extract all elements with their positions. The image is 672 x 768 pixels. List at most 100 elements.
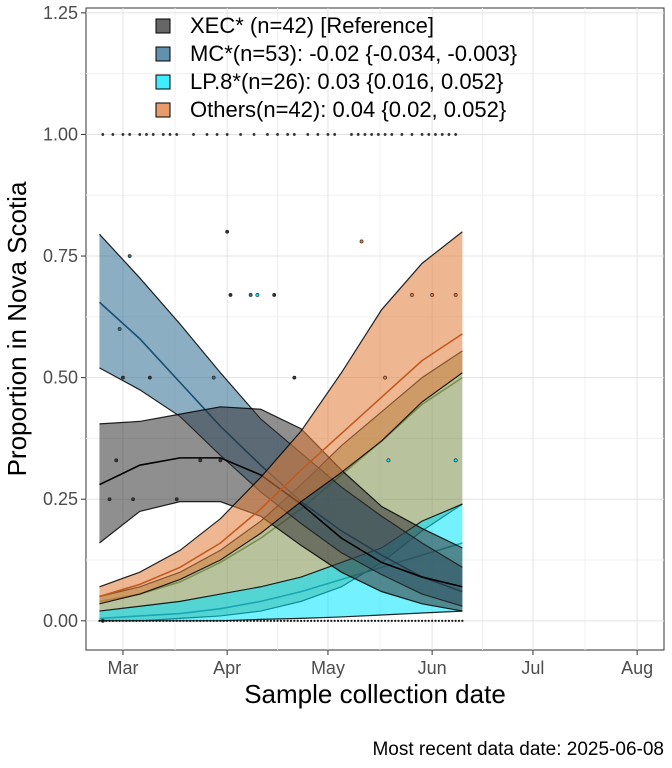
point-zero [407, 619, 410, 622]
point-zero [101, 619, 104, 622]
point-zero [330, 619, 333, 622]
point-zero [310, 619, 313, 622]
point-zero [108, 619, 111, 622]
point-zero [279, 619, 283, 622]
point-top [292, 133, 296, 136]
point-top [168, 133, 172, 136]
point [383, 375, 387, 380]
point-top [454, 133, 458, 136]
point-top [440, 133, 444, 136]
point-zero [363, 619, 367, 622]
point-zero [105, 619, 108, 622]
point [453, 458, 458, 463]
point-zero [306, 619, 309, 622]
point-zero [266, 619, 269, 622]
point-zero [427, 619, 430, 622]
point-zero [131, 619, 135, 622]
legend-swatch-others [155, 102, 171, 118]
band-lower-xec- [99, 501, 463, 612]
point-zero [98, 619, 101, 622]
point-top [192, 133, 195, 136]
point-zero [296, 619, 299, 622]
point-zero [189, 619, 192, 622]
point-zero [447, 619, 451, 622]
series-bands [98, 231, 463, 622]
point-zero [202, 619, 205, 622]
point-top [276, 133, 279, 136]
point-zero [199, 619, 202, 622]
point-zero [387, 619, 390, 622]
point-zero [246, 619, 249, 622]
point [198, 458, 203, 463]
point-zero [239, 619, 242, 622]
y-axis-title: Proportion in Nova Scotia [2, 181, 32, 476]
legend-label-mc-: MC*(n=53): -0.02 {-0.034, -0.003} [190, 41, 517, 66]
point-zero [313, 619, 316, 622]
point-top [370, 133, 374, 136]
point [359, 239, 364, 244]
x-axis-ticks: Mar Apr May Jun Jul Aug [107, 650, 653, 678]
point-zero [326, 619, 330, 622]
y-tick-label: 0.75 [43, 246, 78, 266]
point-top [145, 133, 148, 136]
point-zero [236, 619, 239, 622]
point-zero [451, 619, 454, 622]
point-top [316, 133, 320, 136]
point [228, 293, 233, 297]
point-zero [323, 619, 326, 622]
point-zero [118, 619, 121, 622]
point-zero [350, 619, 353, 622]
point-zero [128, 619, 131, 622]
point-zero [299, 619, 303, 622]
point-zero [172, 619, 175, 622]
band-others [99, 231, 463, 604]
point-zero [178, 619, 182, 622]
point [147, 375, 152, 380]
point-top [111, 133, 115, 136]
point-zero [357, 619, 360, 622]
point-zero [286, 619, 289, 622]
point [225, 229, 230, 234]
point-top [390, 133, 394, 136]
point-zero [383, 619, 387, 622]
y-axis-ticks: 0.00 0.25 0.50 0.75 1.00 1.25 [43, 3, 86, 631]
x-tick-label: May [311, 658, 345, 678]
point [218, 458, 223, 463]
band-upper-others [99, 231, 463, 588]
point-zero [444, 619, 447, 622]
point-zero [414, 619, 417, 622]
y-tick-label: 0.25 [43, 489, 78, 509]
point-zero [410, 619, 414, 622]
point-zero [273, 619, 276, 622]
point-zero [276, 619, 279, 622]
point-top [410, 133, 414, 136]
point-top [266, 133, 269, 136]
point [114, 458, 119, 463]
y-tick-label: 1.25 [43, 3, 78, 23]
point-zero [454, 619, 457, 622]
point-zero [397, 619, 400, 622]
legend-label-others: Others(n=42): 0.04 {0.02, 0.052} [190, 97, 506, 122]
point-zero [380, 619, 383, 622]
point-top [350, 133, 353, 136]
point-zero [215, 619, 219, 622]
point-zero [293, 619, 296, 622]
point-zero [461, 619, 464, 622]
point-zero [229, 619, 232, 622]
y-tick-label: 0.00 [43, 611, 78, 631]
legend-swatch-mc- [155, 46, 171, 62]
point-zero [367, 619, 370, 622]
point [117, 327, 122, 331]
point [107, 497, 112, 502]
point-zero [441, 619, 444, 622]
point-top [138, 133, 142, 136]
point [248, 293, 253, 297]
point-top [205, 133, 209, 136]
point-zero [269, 619, 272, 622]
x-tick-label: Apr [213, 658, 241, 678]
point [211, 375, 216, 380]
fit-line-others [99, 333, 463, 598]
point-zero [242, 619, 246, 622]
band-lp-8- [99, 504, 463, 621]
